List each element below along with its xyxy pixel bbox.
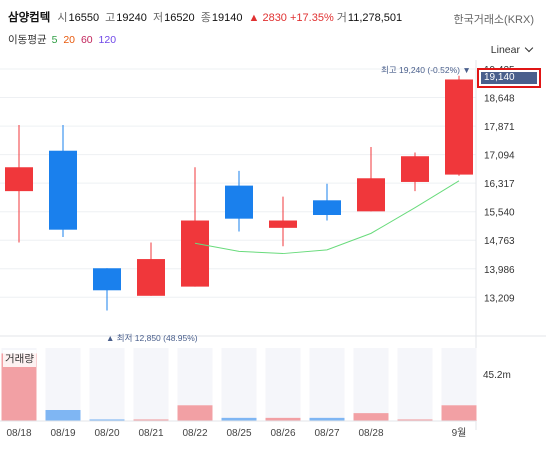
x-tick-label: 08/26 bbox=[270, 428, 295, 439]
volume-bar bbox=[441, 405, 477, 421]
moving-average-legend[interactable]: 이동평균 5 20 60 120 bbox=[8, 32, 119, 47]
volume-bar bbox=[309, 417, 345, 421]
volume-bar bbox=[221, 417, 257, 421]
y-tick-label: 17,871 bbox=[484, 122, 515, 133]
ma-20-label[interactable]: 20 bbox=[63, 34, 76, 46]
open-value: 16550 bbox=[68, 12, 100, 24]
volume-bar bbox=[177, 405, 213, 421]
scale-select[interactable]: Linear bbox=[490, 43, 534, 56]
candle[interactable] bbox=[357, 147, 385, 212]
current-price-badge: 19,140 bbox=[477, 68, 541, 88]
volume-column-bg bbox=[45, 348, 81, 421]
candle-body bbox=[93, 268, 121, 291]
candle-body bbox=[357, 178, 385, 212]
candle-body bbox=[313, 200, 341, 215]
x-tick-label: 08/21 bbox=[138, 428, 163, 439]
current-price-value: 19,140 bbox=[481, 72, 537, 84]
volume-column-bg bbox=[309, 348, 345, 421]
stock-header: 삼양컴텍 시16550 고19240 저16520 종19140 ▲ 2830 … bbox=[8, 9, 405, 25]
candle[interactable] bbox=[225, 170, 253, 232]
y-tick-label: 13,986 bbox=[484, 265, 515, 276]
volume-axis-label: 45.2m bbox=[483, 370, 511, 381]
candle-body bbox=[269, 220, 297, 228]
ma-5-label[interactable]: 5 bbox=[51, 34, 58, 46]
stock-name: 삼양컴텍 bbox=[8, 12, 51, 24]
high-annotation: 최고 19,240 (-0.52%) ▼ bbox=[381, 65, 471, 75]
y-tick-label: 18,648 bbox=[484, 94, 515, 105]
candle[interactable] bbox=[445, 75, 473, 176]
x-tick-label: 9월 bbox=[452, 427, 467, 439]
volume-column-bg bbox=[89, 348, 125, 421]
candle-body bbox=[225, 185, 253, 219]
candle-body bbox=[181, 220, 209, 287]
x-tick-label: 08/25 bbox=[226, 428, 251, 439]
volume-value: 11,278,501 bbox=[347, 12, 403, 24]
volume-column-bg bbox=[353, 348, 389, 421]
change-value: ▲ 2830 bbox=[248, 12, 287, 24]
volume-bar bbox=[45, 410, 81, 421]
y-tick-label: 13,209 bbox=[484, 293, 515, 304]
x-tick-label: 08/19 bbox=[50, 428, 75, 439]
x-tick-label: 08/18 bbox=[6, 428, 31, 439]
open-label: 시 bbox=[57, 12, 68, 24]
candle-body bbox=[445, 79, 473, 175]
y-tick-label: 14,763 bbox=[484, 236, 515, 247]
volume-panel-label: 거래량 bbox=[3, 350, 36, 367]
x-tick-label: 08/27 bbox=[314, 428, 339, 439]
volume-bar bbox=[133, 419, 169, 421]
x-tick-label: 08/20 bbox=[94, 428, 119, 439]
ma5-line bbox=[194, 180, 460, 255]
candle[interactable] bbox=[49, 125, 77, 238]
low-annotation: ▲ 최저 12,850 (48.95%) bbox=[106, 333, 198, 343]
volume-column-bg bbox=[265, 348, 301, 421]
ma-120-label[interactable]: 120 bbox=[98, 34, 117, 46]
candle[interactable] bbox=[137, 242, 165, 296]
volume-column-bg bbox=[221, 348, 257, 421]
close-label: 종 bbox=[200, 12, 211, 24]
candle-body bbox=[401, 156, 429, 182]
volume-bar bbox=[89, 419, 125, 421]
high-value: 19240 bbox=[116, 12, 147, 24]
candle[interactable] bbox=[401, 152, 429, 192]
scale-select-value: Linear bbox=[490, 44, 520, 56]
candle-body bbox=[5, 167, 33, 192]
low-value: 16520 bbox=[164, 12, 195, 24]
x-tick-label: 08/28 bbox=[358, 428, 383, 439]
low-label: 저 bbox=[152, 12, 164, 24]
close-value: 19140 bbox=[211, 12, 243, 24]
volume-bar bbox=[265, 417, 301, 421]
change-percent: +17.35% bbox=[290, 12, 334, 24]
ma-60-label[interactable]: 60 bbox=[80, 34, 93, 46]
y-tick-label: 17,094 bbox=[484, 151, 515, 162]
candle[interactable] bbox=[93, 268, 121, 311]
volume-bar bbox=[353, 413, 389, 421]
x-tick-label: 08/22 bbox=[182, 428, 207, 439]
exchange-name: 한국거래소(KRX) bbox=[453, 14, 534, 26]
y-tick-label: 16,317 bbox=[484, 179, 515, 190]
volume-label: 거 bbox=[336, 12, 347, 24]
candle[interactable] bbox=[269, 196, 297, 247]
candle-body bbox=[49, 150, 77, 230]
candle[interactable] bbox=[181, 167, 209, 287]
moving-average-title: 이동평균 bbox=[8, 34, 47, 46]
candle[interactable] bbox=[5, 125, 33, 243]
volume-column-bg bbox=[133, 348, 169, 421]
candle[interactable] bbox=[313, 183, 341, 221]
high-label: 고 bbox=[105, 12, 116, 24]
y-tick-label: 15,540 bbox=[484, 208, 515, 219]
candle-body bbox=[137, 259, 165, 296]
volume-bar bbox=[397, 419, 433, 421]
volume-column-bg bbox=[397, 348, 433, 421]
